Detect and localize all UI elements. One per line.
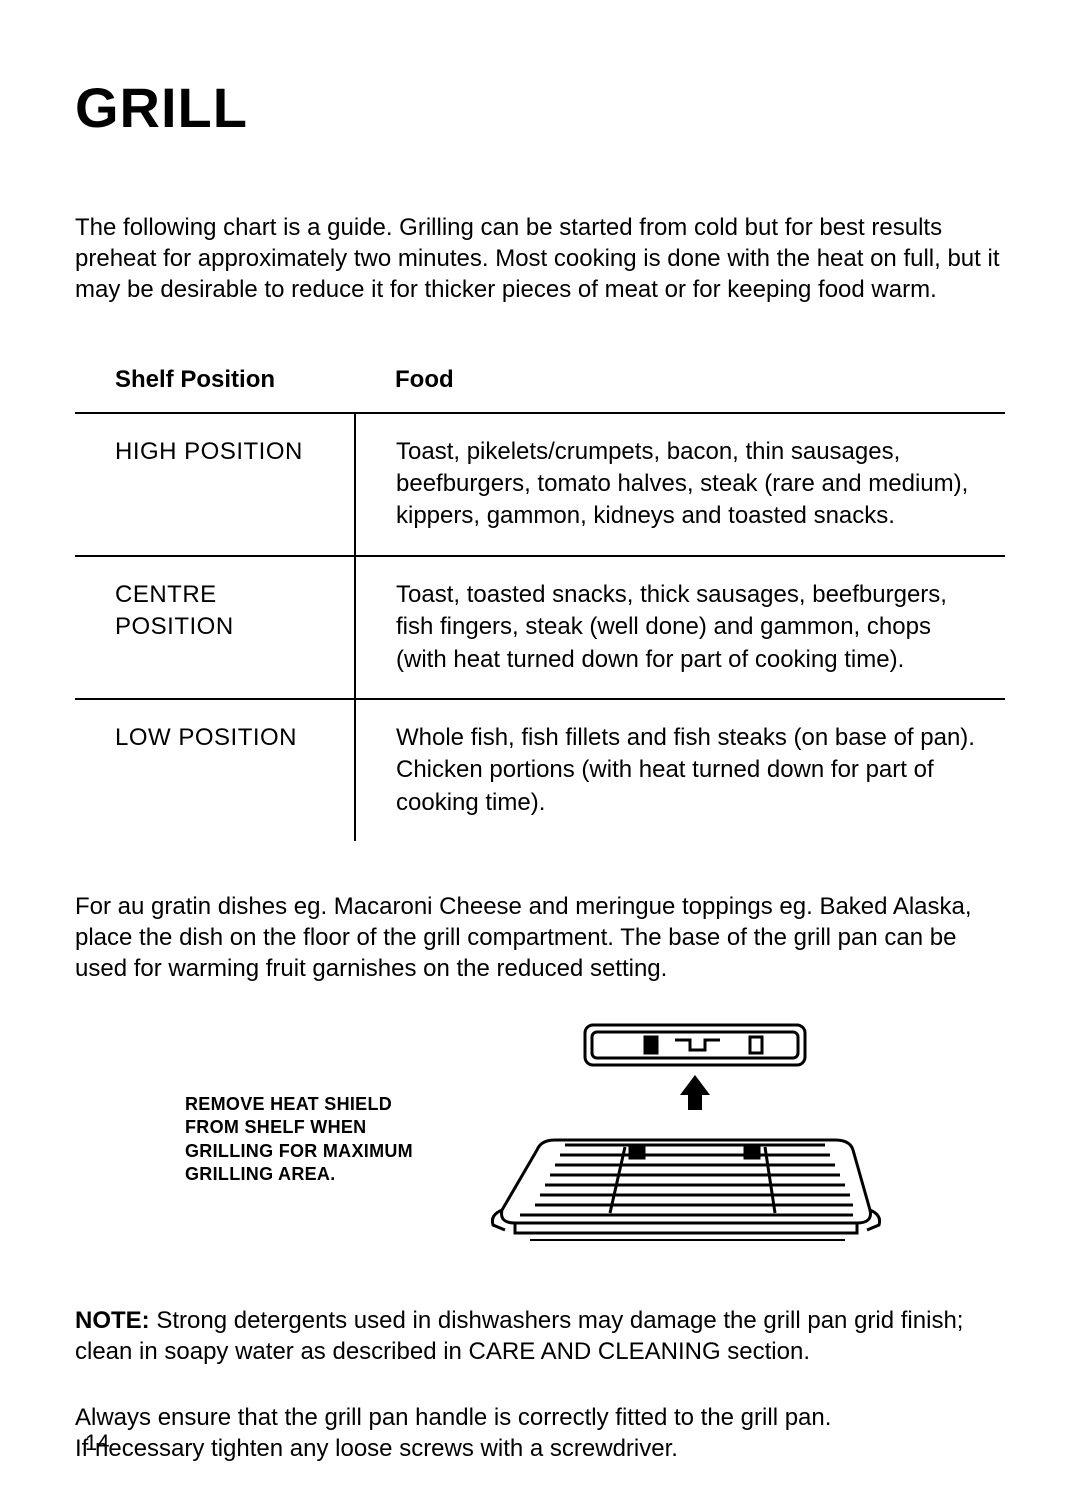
cell-food-centre: Toast, toasted snacks, thick sausages, b… [355,556,1005,699]
cell-food-low: Whole fish, fish fillets and fish steaks… [355,699,1005,841]
cell-position-high: HIGH POSITION [75,413,355,556]
augratin-paragraph: For au gratin dishes eg. Macaroni Cheese… [75,891,1005,985]
note-label: NOTE: [75,1307,150,1334]
table-row: HIGH POSITION Toast, pikelets/crumpets, … [75,413,1005,556]
cell-position-low: LOW POSITION [75,699,355,841]
note-paragraph: NOTE: Strong detergents used in dishwash… [75,1305,1005,1367]
note-body: Strong detergents used in dishwashers ma… [75,1307,963,1365]
grill-chart-table: Shelf Position Food HIGH POSITION Toast,… [75,356,1005,842]
diagram-instruction-text: REMOVE HEAT SHIELD FROM SHELF WHEN GRILL… [185,1093,445,1187]
handle-line-2: If necessary tighten any loose screws wi… [75,1435,678,1462]
table-row: LOW POSITION Whole fish, fish fillets an… [75,699,1005,841]
header-shelf-position: Shelf Position [75,356,355,413]
handle-line-1: Always ensure that the grill pan handle … [75,1404,831,1431]
page-title: GRILL [75,75,1005,140]
cell-food-high: Toast, pikelets/crumpets, bacon, thin sa… [355,413,1005,556]
intro-paragraph: The following chart is a guide. Grilling… [75,212,1005,306]
heat-shield-diagram-icon [475,1015,895,1265]
table-header-row: Shelf Position Food [75,356,1005,413]
diagram-section: REMOVE HEAT SHIELD FROM SHELF WHEN GRILL… [75,1015,1005,1265]
handle-paragraph: Always ensure that the grill pan handle … [75,1402,1005,1464]
table-row: CENTRE POSITION Toast, toasted snacks, t… [75,556,1005,699]
page-number: 14 [85,1430,109,1456]
cell-position-centre: CENTRE POSITION [75,556,355,699]
header-food: Food [355,356,1005,413]
